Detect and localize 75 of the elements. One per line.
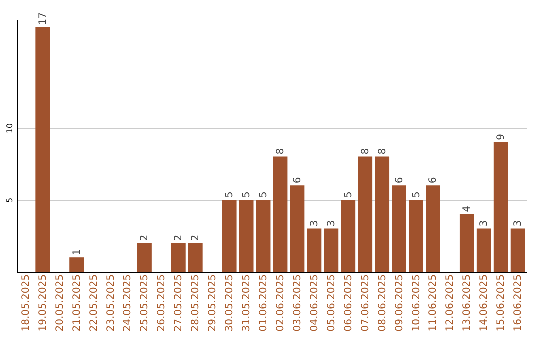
x-tick-label: 03.06.2025: [292, 274, 304, 332]
bar: [36, 27, 50, 272]
data-label: 2: [190, 234, 202, 242]
data-label: 3: [309, 220, 320, 227]
x-tick-label: 10.06.2025: [411, 274, 422, 332]
data-label: 8: [360, 148, 372, 155]
x-tick-label: 22.05.2025: [88, 274, 100, 332]
x-tick-label: 06.06.2025: [343, 274, 354, 332]
bar: [138, 243, 152, 272]
data-label: 2: [174, 234, 185, 242]
bar: [409, 200, 424, 272]
bar: [392, 186, 406, 272]
bar: [273, 156, 288, 272]
x-tick-label: 16.06.2025: [513, 274, 524, 332]
bar: [358, 156, 373, 272]
x-tick-label: 05.06.2025: [326, 274, 338, 332]
data-label: 5: [411, 192, 422, 198]
bar: [476, 228, 492, 272]
x-tick-label: 15.06.2025: [496, 274, 508, 332]
x-tick-label: 07.06.2025: [360, 274, 372, 332]
bar: [426, 186, 440, 272]
x-tick-label: 01.06.2025: [258, 274, 270, 332]
x-tick-label: 27.05.2025: [174, 274, 185, 332]
x-tick-label: 04.06.2025: [309, 274, 320, 332]
bar: [290, 186, 305, 272]
x-tick-label: 24.05.2025: [122, 274, 134, 332]
data-label: 8: [275, 148, 286, 155]
data-label: 17: [38, 12, 49, 26]
x-tick-label: 23.05.2025: [106, 274, 117, 332]
bar: [256, 200, 271, 272]
data-label: 2: [140, 234, 151, 242]
x-tick-label: 31.05.2025: [242, 274, 253, 332]
bar: [510, 228, 526, 272]
bar: [171, 243, 186, 272]
data-label: 5: [258, 192, 270, 198]
x-tick-label: 25.05.2025: [140, 274, 151, 332]
x-tick-label: 21.05.2025: [72, 274, 83, 332]
data-label: 9: [496, 134, 508, 140]
bar: [324, 228, 339, 272]
data-label: 5: [242, 192, 253, 198]
bar: [188, 243, 203, 272]
x-tick-label: 14.06.2025: [479, 274, 490, 332]
bar: [307, 228, 322, 272]
x-tick-label: 26.05.2025: [156, 274, 168, 332]
bar: [460, 214, 474, 272]
data-label: 3: [513, 220, 524, 227]
bar: [375, 156, 390, 272]
bar: [222, 200, 237, 272]
data-label: 1: [72, 249, 83, 256]
bar: [239, 200, 254, 272]
x-tick-label: 29.05.2025: [208, 274, 219, 332]
data-label: 3: [479, 220, 490, 227]
x-tick-label: 12.06.2025: [445, 274, 456, 332]
bar: [494, 142, 508, 272]
bar: [70, 258, 84, 272]
x-tick-label: 08.06.2025: [377, 274, 388, 332]
x-tick-label: 11.06.2025: [428, 274, 440, 332]
data-label: 8: [377, 148, 388, 155]
data-label: 5: [224, 192, 236, 198]
data-label: 6: [292, 177, 304, 184]
x-tick-label: 18.05.2025: [20, 274, 32, 332]
x-tick-label: 13.06.2025: [462, 274, 474, 332]
bar: [341, 200, 356, 272]
data-label: 6: [428, 177, 440, 184]
x-tick-label: 20.05.2025: [54, 274, 66, 332]
x-tick-label: 09.06.2025: [394, 274, 406, 332]
x-tick-label: 02.06.2025: [275, 274, 286, 332]
data-label: 6: [394, 177, 406, 184]
x-tick-label: 19.05.2025: [38, 274, 49, 332]
data-label: 3: [326, 220, 338, 227]
data-label: 4: [462, 206, 474, 212]
x-tick-label: 30.05.2025: [224, 274, 236, 332]
data-label: 5: [343, 192, 354, 198]
x-tick-label: 28.05.2025: [190, 274, 202, 332]
y-tick-label: 10: [6, 123, 14, 134]
